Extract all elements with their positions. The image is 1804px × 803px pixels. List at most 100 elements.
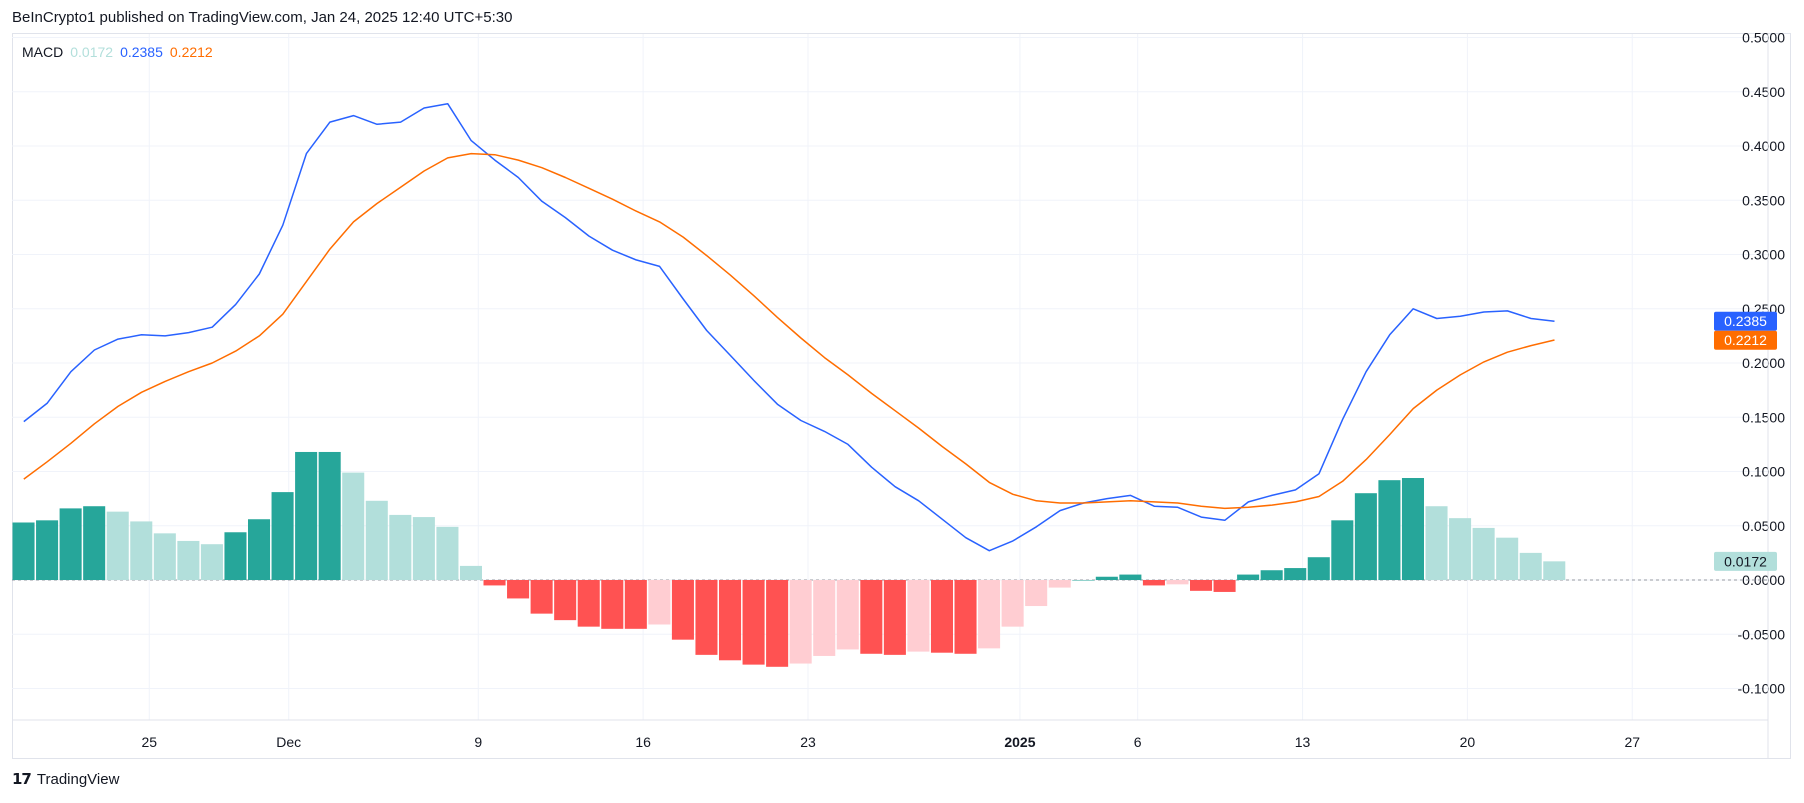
chart-pane[interactable] bbox=[12, 33, 1791, 759]
histogram-bar bbox=[789, 580, 812, 664]
histogram-bar bbox=[719, 580, 742, 661]
histogram-bar bbox=[224, 532, 247, 580]
x-tick-label: Dec bbox=[276, 734, 301, 750]
tradingview-logo-icon: 17 bbox=[12, 770, 32, 788]
histogram-bar bbox=[436, 526, 459, 580]
histogram-bar bbox=[59, 508, 82, 580]
histogram-bar bbox=[248, 519, 271, 580]
y-tick-label: 0.2000 bbox=[1742, 355, 1785, 371]
legend-signal-value: 0.2212 bbox=[169, 44, 213, 60]
histogram-bar bbox=[412, 517, 435, 580]
histogram-bar bbox=[36, 520, 59, 580]
histogram-bar bbox=[766, 580, 789, 667]
histogram-bar bbox=[554, 580, 577, 621]
histogram-bar bbox=[836, 580, 859, 650]
histogram-bar bbox=[507, 580, 530, 599]
macd-value-tag: 0.2385 bbox=[1724, 313, 1767, 329]
tradingview-brand-name: TradingView bbox=[36, 770, 120, 788]
histogram-bar bbox=[1519, 552, 1542, 580]
histogram-value-tag: 0.0172 bbox=[1724, 553, 1767, 569]
histogram-bar bbox=[153, 533, 176, 580]
x-tick-label: 23 bbox=[800, 734, 816, 750]
x-tick-label: 6 bbox=[1134, 734, 1142, 750]
histogram-bar bbox=[295, 451, 318, 580]
histogram-bar bbox=[1260, 570, 1283, 580]
tradingview-branding[interactable]: 17 TradingView bbox=[12, 770, 119, 788]
x-tick-label: 25 bbox=[142, 734, 158, 750]
histogram-bar bbox=[1095, 576, 1118, 580]
x-tick-label: 16 bbox=[635, 734, 651, 750]
histogram-bar bbox=[907, 580, 930, 652]
histogram-bar bbox=[1142, 580, 1165, 586]
signal-line bbox=[23, 152, 1555, 510]
histogram-bar bbox=[177, 540, 200, 580]
histogram-bar bbox=[1190, 580, 1213, 591]
histogram-bar bbox=[483, 580, 506, 586]
histogram-bar bbox=[106, 511, 129, 580]
histogram-bar bbox=[1401, 478, 1424, 580]
histogram-bar bbox=[1001, 580, 1024, 627]
histogram-bar bbox=[577, 580, 600, 627]
x-tick-label: 9 bbox=[474, 734, 482, 750]
histogram-bar bbox=[1354, 493, 1377, 580]
histogram-bar bbox=[130, 521, 153, 580]
histogram-value-tag-bg bbox=[1714, 551, 1777, 571]
x-tick-label: 20 bbox=[1460, 734, 1476, 750]
histogram-bar bbox=[1496, 537, 1519, 580]
histogram-bar bbox=[695, 580, 718, 655]
legend-macd-value: 0.2385 bbox=[120, 44, 163, 60]
histogram-bar bbox=[671, 580, 694, 640]
y-tick-label: 0.0500 bbox=[1742, 518, 1785, 534]
histogram-bar bbox=[459, 565, 482, 580]
indicator-legend[interactable]: MACD 0.0172 0.2385 0.2212 bbox=[22, 44, 213, 60]
signal-value-tag: 0.2212 bbox=[1724, 332, 1767, 348]
histogram-bar bbox=[530, 580, 553, 614]
histogram-bar bbox=[954, 580, 977, 654]
y-tick-label: 0.4500 bbox=[1742, 84, 1785, 100]
histogram-bar bbox=[271, 492, 294, 580]
y-tick-label: 0.5000 bbox=[1742, 30, 1785, 46]
histogram-bar bbox=[1425, 506, 1448, 580]
histogram-bar bbox=[1472, 527, 1495, 580]
histogram-bar bbox=[200, 544, 223, 580]
histogram-bar bbox=[389, 514, 412, 580]
histogram-bar bbox=[1284, 568, 1307, 580]
histogram-bar bbox=[1025, 580, 1048, 607]
legend-indicator-name: MACD bbox=[22, 44, 64, 60]
histogram-bar bbox=[860, 580, 883, 654]
y-tick-label: -0.0500 bbox=[1738, 626, 1786, 642]
macd-line bbox=[23, 102, 1555, 552]
x-tick-label: 2025 bbox=[1004, 734, 1035, 750]
histogram-bar bbox=[1166, 580, 1189, 585]
histogram-bar bbox=[1378, 480, 1401, 580]
histogram-bar bbox=[624, 580, 647, 629]
y-tick-label: 0.0000 bbox=[1742, 572, 1785, 588]
histogram-bar bbox=[365, 500, 388, 580]
histogram-bar bbox=[1449, 518, 1472, 580]
y-tick-label: -0.1000 bbox=[1738, 681, 1786, 697]
histogram-bar bbox=[1237, 574, 1260, 580]
y-tick-label: 0.3500 bbox=[1742, 192, 1785, 208]
histogram-bar bbox=[1119, 574, 1142, 580]
histogram-bar bbox=[648, 580, 671, 625]
x-tick-label: 27 bbox=[1624, 734, 1640, 750]
histogram-bar bbox=[1213, 580, 1236, 592]
histogram-bar bbox=[978, 580, 1001, 649]
histogram-bar bbox=[930, 580, 953, 653]
histogram-bar bbox=[742, 580, 765, 665]
histogram-bar bbox=[83, 506, 106, 580]
histogram-bar bbox=[1072, 580, 1095, 581]
histogram-bar bbox=[1048, 580, 1071, 588]
publisher-caption: BeInCrypto1 published on TradingView.com… bbox=[12, 9, 513, 26]
signal-value-tag-bg bbox=[1714, 330, 1777, 350]
x-tick-label: 13 bbox=[1295, 734, 1311, 750]
histogram-bar bbox=[342, 472, 365, 580]
y-tick-label: 0.1500 bbox=[1742, 409, 1785, 425]
y-tick-label: 0.1000 bbox=[1742, 464, 1785, 480]
legend-histogram-value: 0.0172 bbox=[70, 44, 114, 60]
y-tick-label: 0.4000 bbox=[1742, 138, 1785, 154]
y-tick-label: 0.3000 bbox=[1742, 247, 1785, 263]
histogram-bar bbox=[1331, 520, 1354, 580]
histogram-bar bbox=[1543, 561, 1566, 580]
